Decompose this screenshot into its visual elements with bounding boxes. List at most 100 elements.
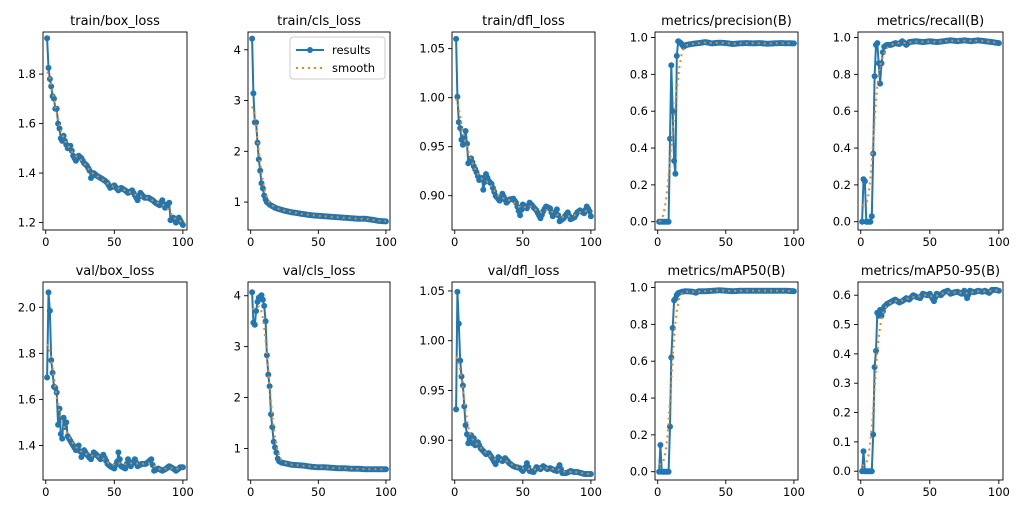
subplot-metrics-recall-b: metrics/recall(B) 0 50 100 0.0 0.2 0.4 0.6 0.8 1.… (833, 14, 1010, 249)
plot-area (249, 289, 389, 473)
y-tick-label: 1.05 (419, 284, 445, 298)
results-point (672, 170, 679, 177)
results-line (455, 38, 592, 223)
results-point (667, 135, 673, 142)
x-tick-label: 0 (857, 235, 864, 249)
y-tick-label: 2 (234, 144, 241, 158)
y-tick-label: 1.00 (419, 334, 445, 348)
subplot-metrics-precision-b: metrics/precision(B) 0 50 100 0.0 0.2 0.4 0.6 0.… (630, 14, 805, 249)
x-tick-label: 100 (580, 485, 602, 499)
legend-results-label: results (332, 43, 371, 57)
y-tick-label: 1.00 (419, 91, 445, 105)
smooth-line (862, 39, 999, 207)
results-point (253, 308, 260, 314)
results-point (49, 369, 56, 376)
axes-frame (451, 281, 596, 481)
axes-frame (247, 281, 391, 481)
y-tick-label: 3 (234, 340, 241, 354)
y-tick-label: 0.6 (833, 288, 851, 302)
results-point (657, 442, 664, 448)
subplot-title: metrics/recall(B) (877, 14, 984, 29)
results-point (517, 212, 524, 219)
results-point (453, 406, 460, 413)
results-line (46, 292, 183, 473)
y-tick-label: 0.5 (833, 318, 851, 332)
y-tick-label: 4 (234, 289, 241, 303)
results-point (179, 464, 186, 471)
results-point (455, 119, 462, 126)
results-point (55, 421, 62, 428)
y-tick-label: 2 (234, 391, 241, 405)
y-tick-label: 2.0 (18, 300, 36, 314)
results-point (462, 128, 469, 134)
y-tick-label: 0.2 (833, 406, 851, 420)
y-tick-label: 0.4 (833, 347, 851, 361)
results-point (166, 199, 173, 206)
subplot-val-dfl-loss: val/dfl_loss 0 50 100 0.90 0.95 1.00 1.05 (419, 264, 602, 499)
results-point (251, 321, 258, 328)
subplot-val-cls-loss: val/cls_loss 0 50 100 1 2 3 4 (234, 264, 397, 499)
x-tick-label: 0 (451, 485, 458, 499)
results-point (873, 347, 879, 354)
subplot-metrics-map50-b: metrics/mAP50(B) 0 50 100 0.0 0.2 0.4 0.6 0.8 1.0 (630, 264, 805, 499)
results-point (263, 352, 270, 359)
smooth-line (251, 305, 386, 471)
x-tick-label: 100 (783, 485, 805, 499)
results-point (60, 414, 67, 421)
results-point (868, 213, 875, 220)
results-point (52, 384, 59, 391)
y-tick-label: 0.4 (833, 141, 851, 155)
axes-frame (654, 31, 799, 231)
results-point (995, 40, 1002, 47)
results-line (658, 289, 794, 473)
results-point (45, 289, 52, 296)
results-point (56, 405, 63, 412)
results-point (45, 64, 52, 71)
results-point (671, 157, 678, 164)
subplot-title: train/box_loss (70, 14, 160, 29)
results-point (665, 468, 672, 475)
results-point (258, 292, 265, 299)
results-point (44, 35, 51, 42)
results-line (46, 38, 184, 226)
x-tick-label: 0 (247, 235, 254, 249)
results-point (874, 40, 881, 47)
axes-frame (654, 281, 799, 481)
results-point (464, 140, 470, 147)
y-tick-label: 0.2 (833, 178, 851, 192)
results-point (116, 456, 123, 463)
results-point (587, 213, 594, 220)
y-tick-label: 0.95 (419, 140, 445, 154)
results-point (249, 35, 256, 42)
y-tick-label: 3 (234, 94, 241, 108)
subplot-title: val/box_loss (76, 264, 155, 279)
y-tick-label: 1.0 (630, 31, 648, 45)
results-point (453, 35, 460, 42)
results-point (859, 218, 866, 225)
results-point (261, 302, 268, 309)
legend-box (289, 36, 386, 80)
results-point (269, 424, 276, 431)
y-tick-label: 0.8 (630, 67, 648, 81)
smooth-line (455, 356, 591, 475)
plot-area (656, 38, 797, 225)
x-tick-label: 0 (247, 485, 254, 499)
y-tick-label: 1 (234, 441, 241, 455)
x-tick-label: 50 (311, 485, 326, 499)
y-tick-label: 0.8 (833, 67, 851, 81)
y-tick-label: 0.3 (833, 376, 851, 390)
plot-area (859, 286, 1002, 475)
results-point (867, 218, 874, 225)
x-tick-label: 0 (42, 485, 49, 499)
results-point (871, 73, 878, 80)
x-tick-label: 0 (42, 235, 49, 249)
y-tick-label: 0.90 (419, 433, 445, 447)
results-point (179, 222, 186, 228)
results-point (668, 62, 675, 69)
x-tick-label: 50 (922, 235, 937, 249)
y-tick-label: 1.0 (833, 31, 851, 45)
results-point (382, 218, 389, 225)
x-tick-label: 0 (654, 485, 661, 499)
results-point (454, 93, 461, 100)
